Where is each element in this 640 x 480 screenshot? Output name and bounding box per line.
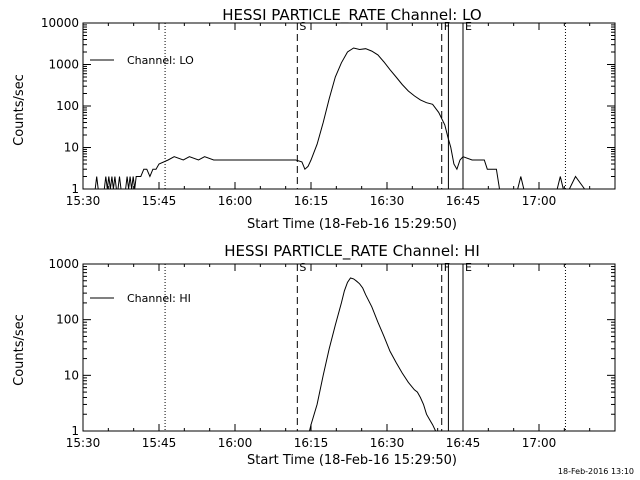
x-tick-label: 16:45 bbox=[446, 436, 481, 450]
x-tick-label: 15:45 bbox=[142, 194, 177, 208]
x-tick-label: 15:45 bbox=[142, 436, 177, 450]
y-tick-label: 10 bbox=[64, 368, 79, 382]
plot-frame bbox=[82, 263, 616, 432]
series-line bbox=[83, 47, 615, 190]
y-tick-label: 10000 bbox=[41, 16, 79, 30]
marker-label: E bbox=[465, 20, 472, 33]
y-tick-label: 1000 bbox=[48, 257, 79, 271]
y-tick-label: 10 bbox=[64, 141, 79, 155]
plot-area: 15:30 15:45 16:00 16:15 16:30 16:45 17:00 1 10 10… bbox=[48, 257, 616, 450]
plot-panel-lo: HESSI PARTICLE_RATE Channel: LO Start Ti… bbox=[12, 6, 616, 232]
x-tick-label: 15:30 bbox=[66, 436, 101, 450]
plot-panel-hi: HESSI PARTICLE_RATE Channel: HI Start Ti… bbox=[12, 242, 616, 468]
series-line bbox=[309, 277, 437, 432]
y-tick-label: 1 bbox=[71, 182, 79, 196]
chart-title: HESSI PARTICLE_RATE Channel: HI bbox=[224, 242, 480, 261]
marker-label: S bbox=[299, 261, 306, 274]
chart-title: HESSI PARTICLE_RATE Channel: LO bbox=[222, 6, 481, 25]
x-tick-label: 17:00 bbox=[522, 194, 557, 208]
x-tick-label: 16:30 bbox=[370, 194, 405, 208]
x-axis-label: Start Time (18-Feb-16 15:29:50) bbox=[247, 217, 457, 232]
y-axis-label: Counts/sec bbox=[12, 74, 27, 146]
marker-label: F bbox=[444, 20, 450, 33]
marker-label: S bbox=[299, 20, 306, 33]
x-tick-label: 16:45 bbox=[446, 194, 481, 208]
x-tick-label: 17:00 bbox=[522, 436, 557, 450]
marker-label: E bbox=[465, 261, 472, 274]
x-axis-label: Start Time (18-Feb-16 15:29:50) bbox=[247, 453, 457, 468]
timestamp: 18-Feb-2016 13:10 bbox=[558, 467, 634, 476]
x-tick-label: 16:15 bbox=[294, 436, 329, 450]
x-tick-label: 16:00 bbox=[218, 194, 253, 208]
marker-label: F bbox=[444, 261, 450, 274]
y-tick-label: 100 bbox=[56, 313, 79, 327]
x-tick-label: 15:30 bbox=[66, 194, 101, 208]
legend-entry: Channel: LO bbox=[127, 54, 194, 67]
x-tick-label: 16:30 bbox=[370, 436, 405, 450]
y-axis-label: Counts/sec bbox=[12, 314, 27, 386]
y-tick-label: 1000 bbox=[48, 58, 79, 72]
y-tick-label: 100 bbox=[56, 99, 79, 113]
y-tick-label: 1 bbox=[71, 424, 79, 438]
plot-area: 15:30 15:45 16:00 16:15 16:30 16:45 17:00 1 10 10… bbox=[41, 16, 616, 208]
x-tick-label: 16:00 bbox=[218, 436, 253, 450]
legend-entry: Channel: HI bbox=[127, 292, 191, 305]
x-tick-label: 16:15 bbox=[294, 194, 329, 208]
